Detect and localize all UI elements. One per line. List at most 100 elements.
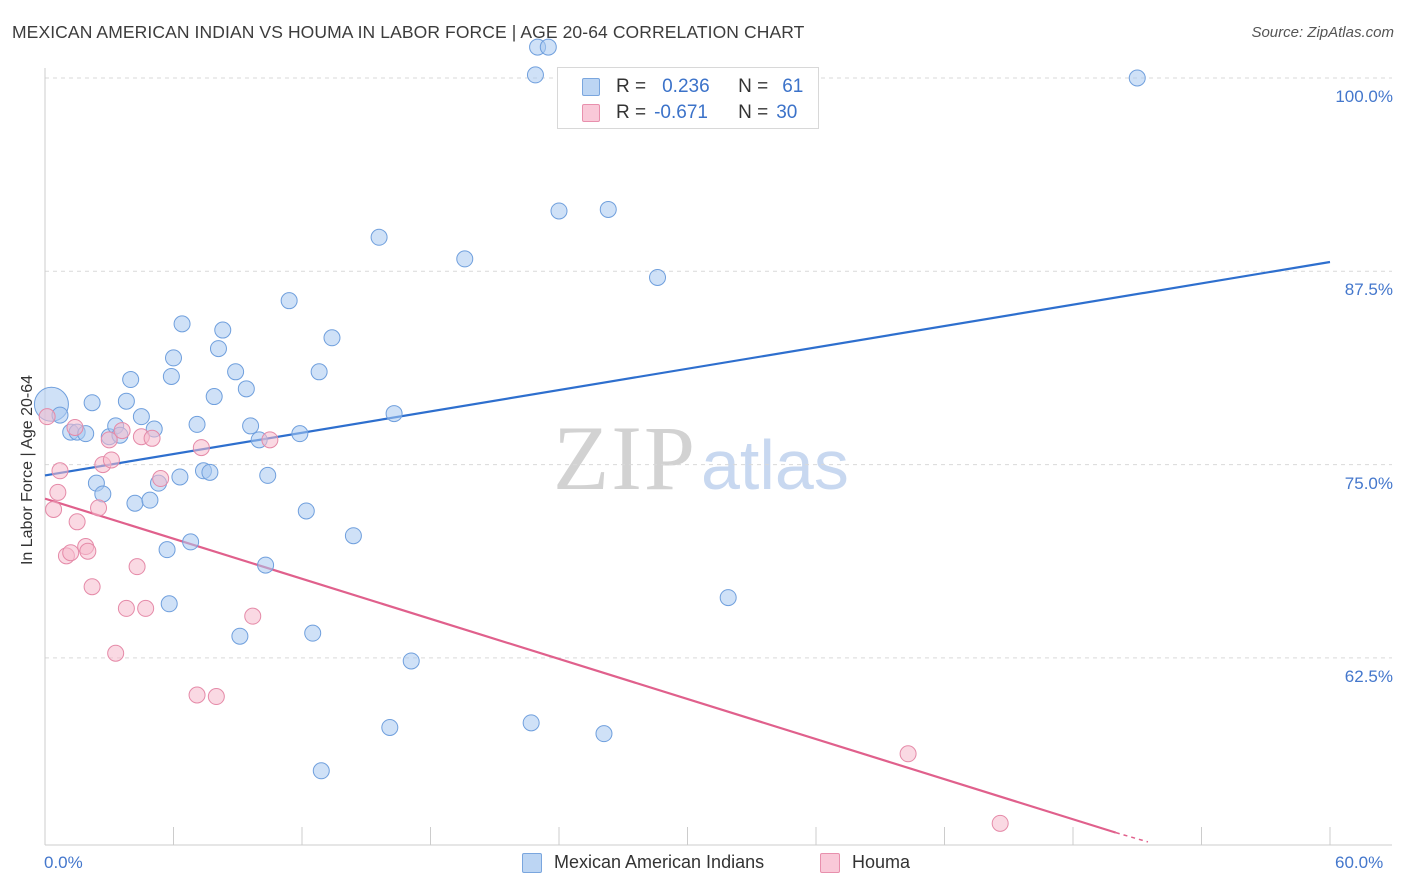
houma-point: [113, 422, 131, 440]
legend-row-series2: R = -0.671 N = 30: [582, 102, 797, 124]
mexican-american-indian-point: [205, 388, 223, 406]
legend-n-value: 30: [776, 102, 798, 123]
mexican-american-indian-point: [304, 624, 322, 642]
mexican-american-indian-point: [719, 589, 737, 607]
houma-point: [137, 599, 155, 617]
houma-point: [83, 578, 101, 596]
mexican-american-indian-point: [385, 405, 403, 423]
mexican-american-indian-point: [522, 714, 540, 732]
mexican-american-indian-point: [122, 371, 140, 389]
houma-point: [188, 686, 206, 704]
correlation-legend: R = 0.236 N = 61 R = -0.671 N = 30: [557, 67, 819, 129]
trend-line-houma-extension: [1115, 831, 1149, 843]
trend-layer: [44, 260, 1331, 843]
points-layer: [33, 38, 1146, 832]
houma-point: [117, 599, 135, 617]
mexican-american-indian-point: [526, 66, 544, 84]
mexican-american-indian-point: [259, 466, 277, 484]
mexican-american-indian-point: [201, 463, 219, 481]
legend-r-value: -0.671: [654, 102, 708, 123]
mexican-american-indian-point: [539, 38, 557, 56]
bottom-legend-series1: Mexican American Indians: [522, 852, 764, 873]
mexican-american-indian-point: [158, 541, 176, 559]
houma-point: [45, 500, 63, 518]
houma-point: [991, 814, 1009, 832]
mexican-american-indian-point: [227, 363, 245, 381]
mexican-american-indian-point: [280, 292, 298, 310]
houma-point: [90, 499, 108, 517]
houma-point: [107, 644, 125, 662]
bottom-legend-label-series2: Houma: [852, 852, 911, 872]
mexican-american-indian-point: [117, 392, 135, 410]
mexican-american-indian-point: [160, 595, 178, 613]
houma-point: [102, 451, 120, 469]
mexican-american-indian-point: [231, 627, 249, 645]
mexican-american-indian-point: [165, 349, 182, 367]
mexican-american-indian-point: [312, 762, 330, 780]
mexican-american-indian-point: [132, 408, 150, 426]
legend-r-value: 0.236: [662, 76, 710, 97]
trend-line-houma: [44, 497, 1117, 834]
mexican-american-indian-point: [1128, 69, 1146, 87]
mexican-american-indian-point: [188, 415, 206, 433]
houma-point: [66, 418, 84, 436]
mexican-american-indian-point: [310, 363, 328, 381]
legend-r-label: R =: [616, 76, 647, 97]
houma-point: [261, 431, 279, 449]
bottom-legend-series2: Houma: [820, 852, 910, 873]
houma-point: [207, 688, 225, 706]
legend-n-label: N =: [738, 102, 769, 123]
legend-row-series1: R = 0.236 N = 61: [582, 76, 803, 98]
y-tick-label: 100.0%: [1335, 87, 1393, 106]
mexican-american-indian-point: [141, 491, 159, 509]
x-tick-label-max: 60.0%: [1335, 853, 1384, 872]
mexican-american-indian-point: [402, 652, 420, 670]
houma-point: [38, 408, 56, 426]
mexican-american-indian-point: [550, 202, 568, 220]
mexican-american-indian-point: [370, 228, 388, 246]
houma-point: [244, 607, 262, 625]
mexican-american-indian-point: [83, 394, 101, 412]
houma-point: [100, 431, 118, 449]
mexican-american-indian-point: [237, 380, 255, 398]
mexican-american-indian-point: [242, 417, 260, 435]
mexican-american-indian-point: [162, 367, 180, 385]
bottom-legend-swatch-series1: [522, 852, 542, 873]
legend-n-label: N =: [738, 76, 769, 97]
mexican-american-indian-point: [257, 556, 275, 574]
mexican-american-indian-point: [344, 527, 362, 545]
chart-source: Source: ZipAtlas.com: [1251, 24, 1394, 41]
houma-point: [128, 558, 146, 576]
houma-point: [899, 745, 917, 763]
grid-layer: [45, 77, 1392, 659]
legend-n-value: 61: [782, 76, 804, 97]
houma-point: [152, 470, 170, 488]
bottom-legend-label-series1: Mexican American Indians: [554, 852, 765, 872]
y-tick-label: 75.0%: [1344, 473, 1393, 493]
houma-point: [143, 429, 161, 447]
houma-point: [192, 439, 210, 457]
mexican-american-indian-point: [171, 468, 189, 486]
y-tick-label: 87.5%: [1344, 280, 1393, 300]
mexican-american-indian-point: [297, 502, 315, 520]
mexican-american-indian-point: [599, 200, 617, 218]
houma-point: [51, 462, 69, 480]
mexican-american-indian-point: [649, 268, 667, 286]
houma-point: [68, 513, 86, 531]
mexican-american-indian-point: [126, 494, 144, 512]
mexican-american-indian-point: [381, 718, 399, 736]
mexican-american-indian-point: [595, 725, 613, 743]
mexican-american-indian-point: [456, 250, 474, 268]
chart-title: MEXICAN AMERICAN INDIAN VS HOUMA IN LABO…: [12, 22, 805, 42]
houma-point: [62, 544, 80, 562]
houma-point: [79, 542, 97, 560]
legend-r-label: R =: [616, 102, 647, 123]
series1-swatch: [582, 78, 600, 96]
bottom-legend-swatch-series2: [820, 852, 840, 873]
axis-layer: [44, 68, 1392, 846]
mexican-american-indian-point: [173, 315, 191, 333]
mexican-american-indian-point: [291, 425, 309, 443]
x-tick-label-min: 0.0%: [44, 853, 83, 872]
mexican-american-indian-point: [209, 340, 227, 358]
